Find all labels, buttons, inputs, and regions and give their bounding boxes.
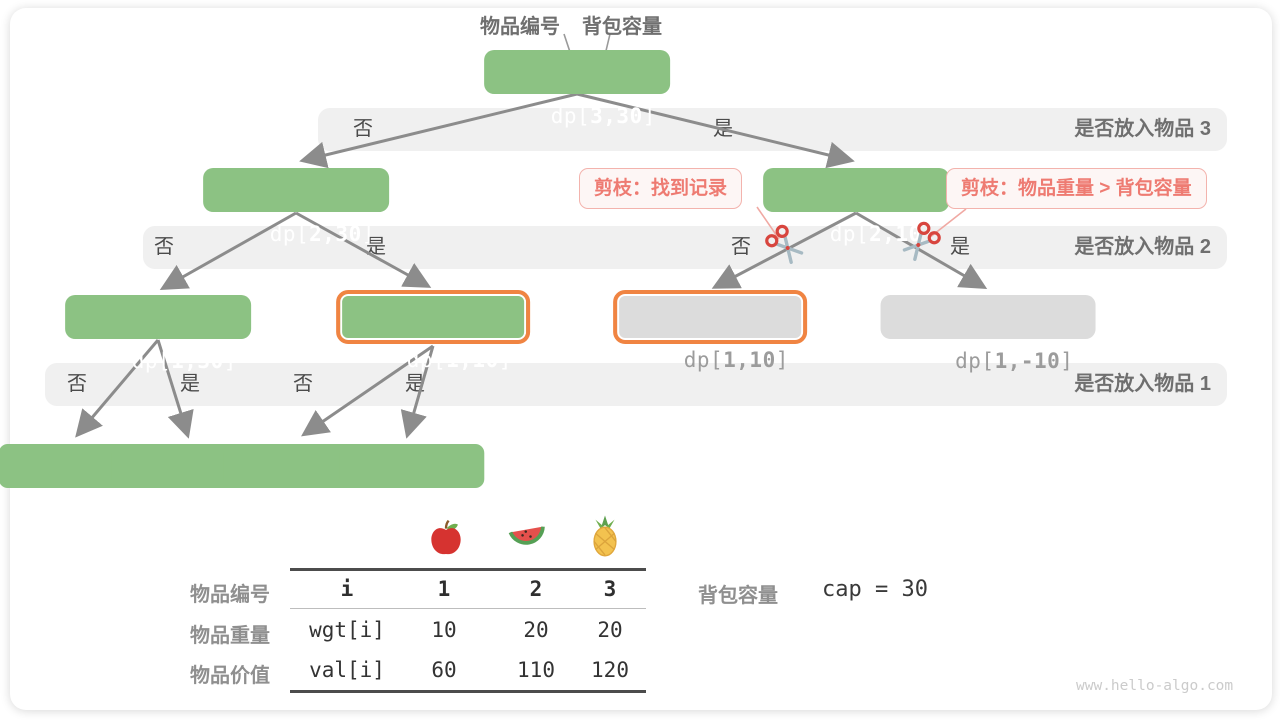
- table-row-label: 物品重量: [190, 625, 270, 647]
- node-dp-1-10-highlighted: dp[1,10]: [336, 290, 530, 372]
- table-cell: 110: [517, 658, 555, 682]
- choice-yes: 是: [950, 236, 970, 258]
- choice-no: 否: [154, 236, 174, 258]
- choice-yes: 是: [366, 236, 386, 258]
- table-cell: 10: [431, 618, 457, 642]
- table-row-label: 物品价值: [190, 665, 270, 687]
- edge-2-30-yes: [295, 211, 432, 288]
- band-title: 是否放入物品 3: [1074, 118, 1211, 140]
- node-dp-2-10: dp[2,10]: [763, 168, 949, 246]
- table-cell: 120: [591, 658, 629, 682]
- table-cell: 2: [529, 577, 543, 601]
- band-title: 是否放入物品 2: [1074, 236, 1211, 258]
- choice-yes: 是: [180, 373, 200, 395]
- scissors-icon: [902, 221, 941, 262]
- edge-1-30-yes: [156, 339, 194, 439]
- choice-no: 否: [293, 373, 313, 395]
- table-rule-mid: [290, 608, 646, 609]
- table-cell: 20: [597, 618, 623, 642]
- decision-band-item3: 否 是 是否放入物品 3: [318, 108, 1227, 151]
- edge-2-30-no: [159, 211, 297, 290]
- decision-band-item2: 否 是 否 是 是否放入物品 2: [143, 226, 1227, 269]
- capacity-pointer-label: 背包容量: [582, 16, 662, 38]
- edge-1-10-yes: [400, 345, 435, 439]
- table-rule-bottom: [290, 690, 646, 693]
- edge-root-no: [299, 92, 578, 169]
- prune-connector-left: [756, 206, 780, 240]
- choice-no: 否: [67, 373, 87, 395]
- node-dp-1-neg10-pruned: dp[1,-10]: [880, 295, 1096, 373]
- prune-label-found-record: 剪枝：找到记录: [579, 168, 743, 209]
- pineapple-icon: [593, 515, 617, 557]
- scissors-icon: [765, 224, 804, 265]
- prune-label-overweight: 剪枝：物品重量 > 背包容量: [946, 168, 1207, 209]
- edge-1-30-no: [75, 339, 160, 438]
- band-title: 是否放入物品 1: [1074, 373, 1211, 395]
- edge-root-yes: [576, 92, 855, 169]
- table-cell: wgt[i]: [309, 618, 385, 642]
- table-cell: val[i]: [309, 658, 385, 682]
- choice-no: 否: [731, 236, 751, 258]
- edge-1-10-no: [301, 344, 434, 437]
- table-cell: 60: [431, 658, 457, 682]
- decision-band-item1: 否 是 否 是 是否放入物品 1: [45, 363, 1227, 406]
- edge-2-10-yes: [855, 211, 988, 290]
- watermelon-icon: [508, 526, 545, 545]
- table-cell: i: [340, 577, 354, 601]
- node-dp-1-30: dp[1,30]: [65, 295, 251, 373]
- node-dp-3-30: dp[3,30]: [484, 50, 670, 128]
- node-dp-1-10-pruned-highlighted: dp[1,10]: [613, 290, 807, 372]
- capacity-value: cap = 30: [822, 577, 928, 602]
- node-dp-0-0: dp[0,0]: [339, 444, 485, 520]
- table-rule-top: [290, 568, 646, 571]
- choice-no: 否: [353, 118, 373, 140]
- capacity-label: 背包容量: [698, 585, 778, 607]
- watermark: www.hello-algo.com: [1076, 678, 1234, 694]
- table-row-label: 物品编号: [190, 584, 270, 606]
- table-cell: 3: [603, 577, 617, 601]
- item-number-label: 物品编号: [480, 16, 560, 38]
- apple-icon: [431, 519, 461, 555]
- node-dp-2-30: dp[2,30]: [203, 168, 389, 246]
- table-cell: 1: [437, 577, 451, 601]
- table-cell: 20: [523, 618, 549, 642]
